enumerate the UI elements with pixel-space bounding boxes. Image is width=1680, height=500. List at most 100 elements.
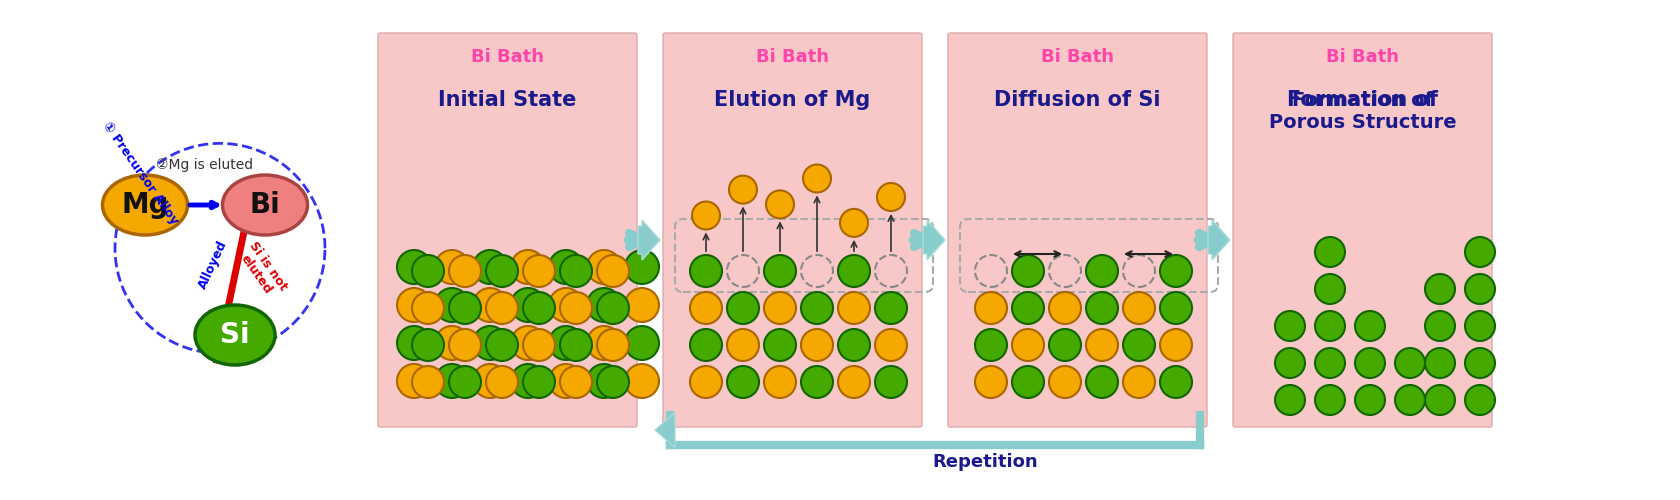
Circle shape bbox=[412, 366, 444, 398]
Circle shape bbox=[596, 292, 628, 324]
FancyArrow shape bbox=[655, 412, 675, 448]
Text: Formation of: Formation of bbox=[1292, 90, 1433, 110]
Circle shape bbox=[435, 364, 469, 398]
Circle shape bbox=[1275, 348, 1305, 378]
Text: Alloyed: Alloyed bbox=[197, 238, 230, 292]
Circle shape bbox=[549, 288, 583, 322]
Circle shape bbox=[625, 364, 659, 398]
Circle shape bbox=[396, 364, 432, 398]
Circle shape bbox=[764, 292, 796, 324]
Circle shape bbox=[549, 326, 583, 360]
Circle shape bbox=[522, 366, 554, 398]
Circle shape bbox=[690, 255, 722, 287]
Circle shape bbox=[764, 255, 796, 287]
Circle shape bbox=[474, 250, 507, 284]
Circle shape bbox=[1356, 311, 1384, 341]
Circle shape bbox=[396, 250, 432, 284]
Circle shape bbox=[596, 366, 628, 398]
Circle shape bbox=[435, 326, 469, 360]
Circle shape bbox=[764, 366, 796, 398]
Circle shape bbox=[1085, 255, 1117, 287]
Circle shape bbox=[1159, 292, 1193, 324]
Circle shape bbox=[511, 250, 544, 284]
Circle shape bbox=[974, 366, 1006, 398]
Circle shape bbox=[412, 255, 444, 287]
Circle shape bbox=[764, 329, 796, 361]
Circle shape bbox=[435, 250, 469, 284]
Circle shape bbox=[692, 202, 721, 230]
Text: Repetition: Repetition bbox=[932, 453, 1038, 471]
Circle shape bbox=[396, 326, 432, 360]
Circle shape bbox=[1315, 385, 1346, 415]
Circle shape bbox=[1315, 274, 1346, 304]
Circle shape bbox=[1048, 292, 1080, 324]
Circle shape bbox=[1122, 329, 1156, 361]
FancyBboxPatch shape bbox=[378, 33, 637, 427]
Circle shape bbox=[1315, 348, 1346, 378]
Text: Diffusion of Si: Diffusion of Si bbox=[995, 90, 1161, 110]
Text: Initial State: Initial State bbox=[438, 90, 576, 110]
Text: ②Mg is eluted: ②Mg is eluted bbox=[156, 158, 254, 172]
Circle shape bbox=[522, 329, 554, 361]
Circle shape bbox=[1465, 311, 1495, 341]
Circle shape bbox=[511, 364, 544, 398]
Ellipse shape bbox=[195, 305, 276, 365]
Circle shape bbox=[1315, 311, 1346, 341]
Circle shape bbox=[838, 255, 870, 287]
Circle shape bbox=[974, 292, 1006, 324]
Circle shape bbox=[1356, 348, 1384, 378]
Circle shape bbox=[1011, 366, 1043, 398]
Circle shape bbox=[727, 329, 759, 361]
Circle shape bbox=[559, 255, 591, 287]
Text: Mg: Mg bbox=[121, 191, 168, 219]
Ellipse shape bbox=[222, 175, 307, 235]
Circle shape bbox=[1011, 329, 1043, 361]
Text: Bi Bath: Bi Bath bbox=[1326, 48, 1399, 66]
Circle shape bbox=[1425, 385, 1455, 415]
Circle shape bbox=[1465, 274, 1495, 304]
Circle shape bbox=[474, 326, 507, 360]
Circle shape bbox=[625, 326, 659, 360]
Text: Formation of: Formation of bbox=[1287, 90, 1438, 110]
Circle shape bbox=[449, 366, 480, 398]
Circle shape bbox=[1394, 348, 1425, 378]
Circle shape bbox=[486, 292, 517, 324]
Circle shape bbox=[1085, 292, 1117, 324]
Circle shape bbox=[690, 329, 722, 361]
FancyArrow shape bbox=[638, 220, 660, 260]
Circle shape bbox=[474, 288, 507, 322]
Circle shape bbox=[1394, 385, 1425, 415]
Circle shape bbox=[511, 326, 544, 360]
Circle shape bbox=[586, 364, 622, 398]
Circle shape bbox=[474, 364, 507, 398]
Circle shape bbox=[486, 366, 517, 398]
Circle shape bbox=[729, 176, 758, 204]
Text: Bi: Bi bbox=[250, 191, 281, 219]
Circle shape bbox=[435, 288, 469, 322]
FancyBboxPatch shape bbox=[1233, 33, 1492, 427]
Circle shape bbox=[875, 329, 907, 361]
Circle shape bbox=[625, 250, 659, 284]
Circle shape bbox=[586, 250, 622, 284]
Circle shape bbox=[1122, 292, 1156, 324]
Circle shape bbox=[801, 292, 833, 324]
Circle shape bbox=[974, 329, 1006, 361]
Circle shape bbox=[1465, 237, 1495, 267]
Text: Si: Si bbox=[220, 321, 250, 349]
Circle shape bbox=[1465, 385, 1495, 415]
Circle shape bbox=[586, 288, 622, 322]
Circle shape bbox=[727, 366, 759, 398]
Text: Bi Bath: Bi Bath bbox=[470, 48, 544, 66]
Circle shape bbox=[549, 250, 583, 284]
Circle shape bbox=[1465, 348, 1495, 378]
FancyBboxPatch shape bbox=[948, 33, 1206, 427]
Circle shape bbox=[486, 255, 517, 287]
Circle shape bbox=[801, 366, 833, 398]
Circle shape bbox=[1122, 366, 1156, 398]
Circle shape bbox=[875, 292, 907, 324]
Circle shape bbox=[838, 329, 870, 361]
Circle shape bbox=[1356, 385, 1384, 415]
Circle shape bbox=[1085, 366, 1117, 398]
Circle shape bbox=[1085, 329, 1117, 361]
FancyArrow shape bbox=[1208, 220, 1230, 260]
